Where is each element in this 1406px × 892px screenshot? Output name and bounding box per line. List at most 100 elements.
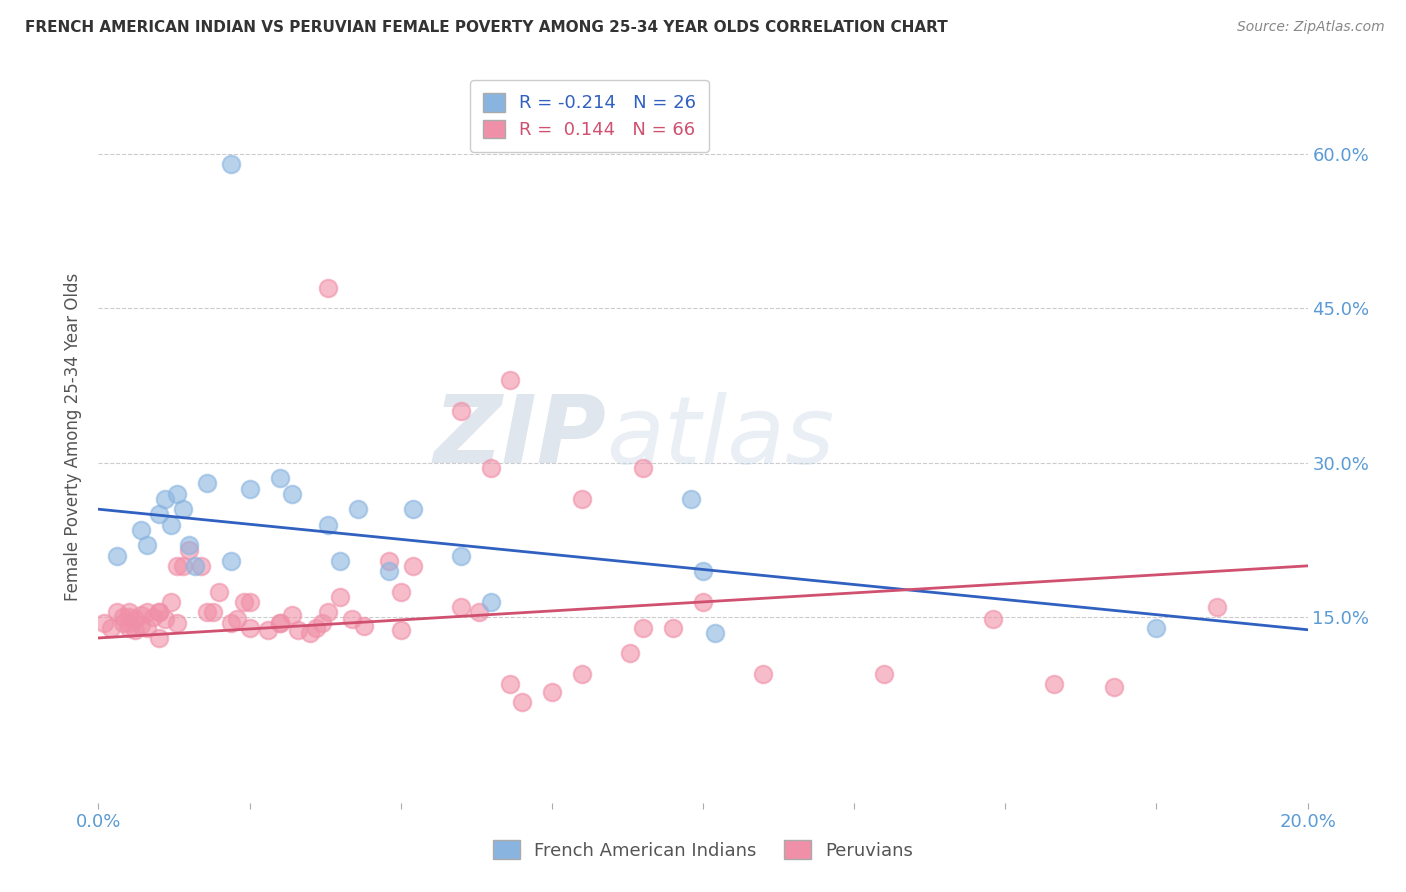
- Point: [153, 491, 176, 506]
- Point: [377, 554, 399, 568]
- Point: [752, 667, 775, 681]
- Point: [631, 621, 654, 635]
- Point: [269, 615, 291, 630]
- Point: [498, 373, 520, 387]
- Point: [342, 612, 364, 626]
- Point: [679, 491, 702, 506]
- Point: [208, 584, 231, 599]
- Point: [124, 623, 146, 637]
- Point: [981, 612, 1004, 626]
- Point: [129, 617, 152, 632]
- Point: [1144, 621, 1167, 635]
- Point: [498, 677, 520, 691]
- Y-axis label: Female Poverty Among 25-34 Year Olds: Female Poverty Among 25-34 Year Olds: [65, 273, 83, 601]
- Point: [166, 558, 188, 573]
- Point: [316, 605, 339, 619]
- Point: [195, 476, 218, 491]
- Point: [571, 667, 593, 681]
- Legend: French American Indians, Peruvians: French American Indians, Peruvians: [485, 833, 921, 867]
- Point: [281, 608, 304, 623]
- Point: [481, 461, 503, 475]
- Point: [692, 564, 714, 578]
- Point: [129, 608, 152, 623]
- Point: [111, 610, 134, 624]
- Point: [329, 554, 352, 568]
- Point: [402, 502, 425, 516]
- Point: [450, 549, 472, 563]
- Point: [148, 605, 170, 619]
- Point: [160, 517, 183, 532]
- Point: [179, 538, 201, 552]
- Point: [619, 647, 641, 661]
- Point: [873, 667, 896, 681]
- Point: [287, 623, 309, 637]
- Point: [195, 605, 218, 619]
- Point: [166, 615, 188, 630]
- Point: [481, 595, 503, 609]
- Point: [160, 595, 183, 609]
- Point: [118, 615, 141, 630]
- Point: [631, 461, 654, 475]
- Point: [172, 502, 194, 516]
- Point: [402, 558, 425, 573]
- Point: [221, 554, 243, 568]
- Point: [305, 621, 328, 635]
- Point: [226, 612, 249, 626]
- Point: [118, 610, 141, 624]
- Point: [184, 558, 207, 573]
- Point: [299, 625, 322, 640]
- Point: [105, 605, 128, 619]
- Point: [540, 684, 562, 698]
- Point: [347, 502, 370, 516]
- Point: [179, 543, 201, 558]
- Point: [1042, 677, 1064, 691]
- Text: Source: ZipAtlas.com: Source: ZipAtlas.com: [1237, 20, 1385, 34]
- Point: [661, 621, 683, 635]
- Point: [111, 615, 134, 630]
- Point: [221, 157, 243, 171]
- Point: [1206, 600, 1229, 615]
- Point: [93, 615, 115, 630]
- Point: [124, 612, 146, 626]
- Point: [239, 621, 262, 635]
- Point: [232, 595, 254, 609]
- Point: [329, 590, 352, 604]
- Text: atlas: atlas: [606, 392, 835, 483]
- Point: [148, 631, 170, 645]
- Point: [704, 625, 727, 640]
- Point: [510, 695, 533, 709]
- Point: [239, 595, 262, 609]
- Text: ZIP: ZIP: [433, 391, 606, 483]
- Point: [316, 281, 339, 295]
- Point: [389, 623, 412, 637]
- Point: [311, 615, 333, 630]
- Point: [153, 612, 176, 626]
- Point: [269, 471, 291, 485]
- Point: [148, 508, 170, 522]
- Point: [1102, 681, 1125, 695]
- Point: [353, 618, 375, 632]
- Point: [377, 564, 399, 578]
- Point: [142, 610, 165, 624]
- Point: [166, 487, 188, 501]
- Point: [571, 491, 593, 506]
- Point: [129, 523, 152, 537]
- Point: [468, 605, 491, 619]
- Point: [118, 621, 141, 635]
- Point: [692, 595, 714, 609]
- Point: [450, 404, 472, 418]
- Point: [190, 558, 212, 573]
- Point: [281, 487, 304, 501]
- Point: [135, 621, 157, 635]
- Point: [256, 623, 278, 637]
- Point: [148, 605, 170, 619]
- Point: [316, 517, 339, 532]
- Point: [450, 600, 472, 615]
- Point: [239, 482, 262, 496]
- Point: [221, 615, 243, 630]
- Point: [389, 584, 412, 599]
- Point: [105, 549, 128, 563]
- Point: [135, 605, 157, 619]
- Point: [135, 538, 157, 552]
- Point: [118, 605, 141, 619]
